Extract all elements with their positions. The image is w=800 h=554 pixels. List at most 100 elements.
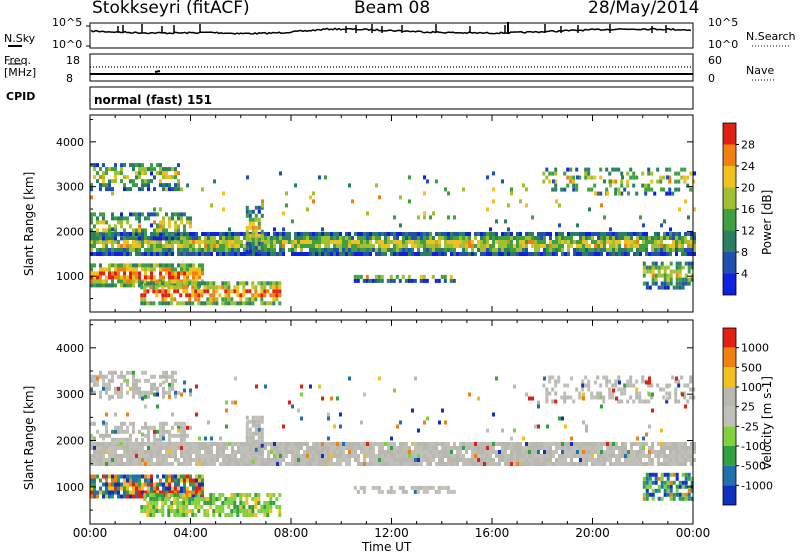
velocity-cell bbox=[294, 454, 297, 458]
velocity-cell bbox=[219, 436, 222, 441]
power-cell bbox=[447, 215, 450, 220]
velocity-cell bbox=[570, 446, 573, 450]
velocity-cell bbox=[345, 442, 348, 446]
power-cell bbox=[105, 167, 108, 172]
power-cell bbox=[267, 252, 270, 256]
power-cell bbox=[222, 236, 225, 240]
power-cell bbox=[545, 175, 549, 180]
freq-tick-top: 18 bbox=[66, 54, 80, 67]
velocity-cell bbox=[165, 458, 168, 462]
velocity-cell bbox=[612, 442, 615, 446]
power-cell bbox=[486, 236, 489, 240]
velocity-cell bbox=[546, 446, 549, 450]
velocity-cell bbox=[605, 375, 609, 380]
velocity-cell bbox=[672, 442, 675, 446]
xaxis-tick-label: 20:00 bbox=[575, 526, 610, 540]
power-cell bbox=[138, 283, 141, 288]
power-cell bbox=[449, 278, 453, 283]
power-cell bbox=[129, 224, 132, 229]
velocity-cell bbox=[150, 446, 153, 450]
power-cell bbox=[366, 236, 369, 240]
velocity-cell bbox=[168, 482, 171, 487]
velocity-cell bbox=[492, 442, 495, 446]
power-cell bbox=[189, 248, 192, 252]
power-cell bbox=[579, 244, 582, 248]
power-cell bbox=[257, 209, 261, 214]
power-cell bbox=[492, 244, 495, 248]
velocity-cell bbox=[309, 450, 312, 454]
velocity-cell bbox=[543, 454, 546, 458]
power-cell bbox=[609, 252, 612, 256]
power-cell bbox=[432, 244, 435, 248]
velocity-cell bbox=[399, 420, 402, 425]
velocity-ytick-label: 3000 bbox=[56, 388, 84, 401]
velocity-colorbar-tick-label: 1000 bbox=[741, 342, 769, 355]
power-cell bbox=[657, 273, 661, 278]
power-cell bbox=[159, 171, 162, 176]
velocity-cell bbox=[222, 458, 225, 462]
power-cell bbox=[180, 212, 183, 217]
power-cell bbox=[627, 236, 630, 240]
velocity-cell bbox=[239, 501, 243, 505]
power-cell bbox=[423, 215, 426, 220]
power-cell bbox=[645, 269, 649, 274]
power-cell bbox=[690, 248, 693, 252]
power-cell bbox=[225, 252, 228, 256]
velocity-cell bbox=[192, 446, 195, 450]
velocity-cell bbox=[531, 450, 534, 454]
velocity-cell bbox=[108, 450, 111, 454]
power-cell bbox=[126, 236, 129, 240]
velocity-cell bbox=[140, 509, 144, 513]
velocity-cell bbox=[147, 454, 150, 458]
velocity-cell bbox=[102, 433, 105, 438]
velocity-cell bbox=[300, 446, 303, 450]
power-cell bbox=[254, 205, 258, 210]
power-cell bbox=[90, 220, 93, 225]
power-cell bbox=[633, 252, 636, 256]
power-cell bbox=[690, 252, 693, 256]
velocity-cell bbox=[410, 485, 414, 490]
velocity-cell bbox=[444, 442, 447, 446]
velocity-cell bbox=[257, 419, 261, 424]
velocity-cell bbox=[120, 382, 123, 387]
velocity-cell bbox=[380, 489, 384, 494]
velocity-cell bbox=[669, 488, 673, 493]
power-cell bbox=[578, 175, 582, 180]
velocity-cell bbox=[377, 485, 381, 490]
power-cell bbox=[419, 278, 423, 283]
velocity-cell bbox=[303, 454, 306, 458]
velocity-cell bbox=[561, 450, 564, 454]
velocity-cell bbox=[300, 458, 303, 462]
power-cell bbox=[117, 279, 120, 284]
power-cell bbox=[143, 285, 147, 290]
power-cell bbox=[576, 232, 579, 236]
power-cell bbox=[312, 236, 315, 240]
velocity-cell bbox=[612, 388, 615, 393]
velocity-cell bbox=[171, 478, 174, 483]
power-cell bbox=[170, 301, 174, 306]
velocity-cell bbox=[441, 454, 444, 458]
power-cell bbox=[582, 244, 585, 248]
velocity-cell bbox=[423, 458, 426, 462]
velocity-cell bbox=[666, 384, 669, 389]
power-cell bbox=[231, 244, 234, 248]
power-cell bbox=[183, 267, 186, 272]
velocity-cell bbox=[225, 424, 228, 429]
velocity-cell bbox=[558, 416, 561, 421]
power-cell bbox=[618, 248, 621, 252]
velocity-cell bbox=[635, 387, 639, 392]
velocity-cell bbox=[174, 482, 177, 487]
velocity-cell bbox=[614, 379, 618, 384]
power-cell bbox=[575, 187, 579, 192]
power-cell bbox=[408, 248, 411, 252]
power-cell bbox=[422, 278, 426, 283]
velocity-cell bbox=[477, 462, 480, 466]
power-cell bbox=[594, 248, 597, 252]
velocity-cell bbox=[291, 446, 294, 450]
velocity-cell bbox=[138, 478, 141, 483]
velocity-cell bbox=[225, 408, 228, 413]
velocity-cell bbox=[254, 513, 258, 517]
velocity-cell bbox=[432, 458, 435, 462]
power-cell bbox=[444, 244, 447, 248]
power-cell bbox=[573, 232, 576, 236]
